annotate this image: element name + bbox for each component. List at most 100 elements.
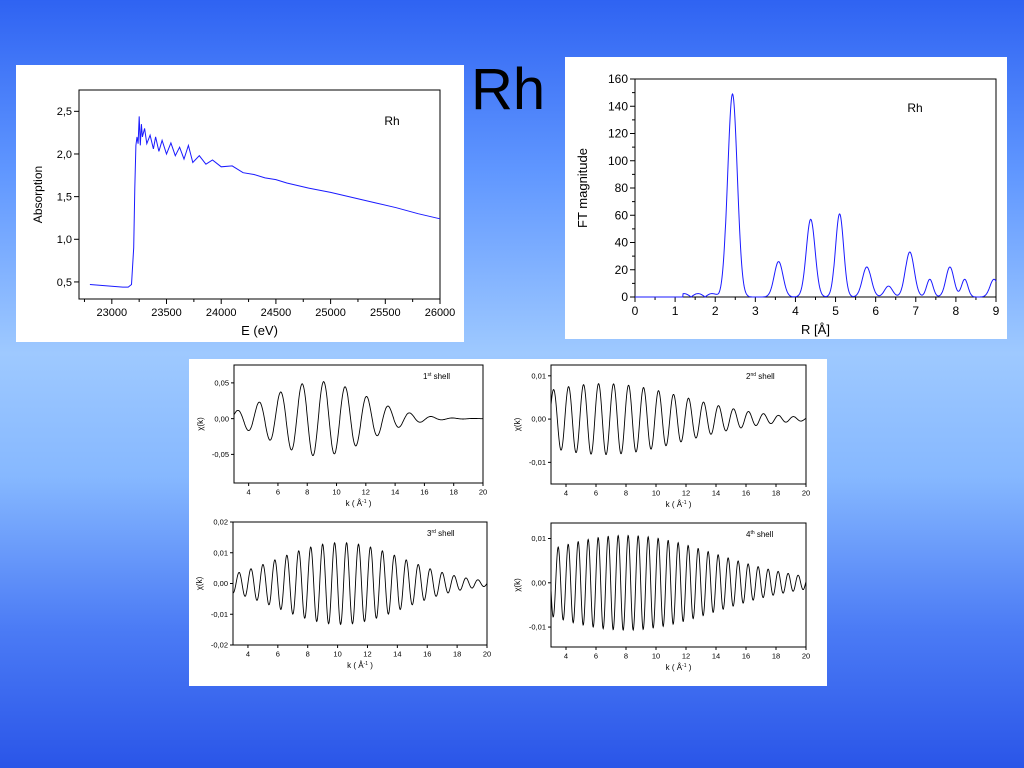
shell4-x-tick-label: 10 — [652, 652, 660, 661]
shell3-y-tick-label: 0,02 — [213, 518, 228, 527]
shell3-x-tick-label: 18 — [453, 650, 461, 659]
shell1-chi-line — [233, 381, 483, 456]
shell2-x-tick-label: 16 — [742, 489, 750, 498]
shell3-plot-frame — [232, 521, 488, 646]
xanes-x-axis-label: E (eV) — [241, 323, 278, 338]
shell3-x-tick-label: 16 — [423, 650, 431, 659]
shell1-y-tick-label: -0,05 — [212, 450, 229, 459]
shell2-y-tick-label: 0,01 — [531, 371, 546, 380]
shell-exafs-charts: 4 6 8 10 12 14 16 18 20 -0,05 0,00 0,05 1st shell k (… — [195, 364, 810, 672]
shell2-x-tick-label: 10 — [652, 489, 660, 498]
fourier-transform-chart: 0 1 2 3 4 5 6 7 8 9 0 20 40 60 80 100 120 140 160 R [Å] FT m… — [575, 72, 1000, 337]
shell1-x-tick-label: 16 — [420, 488, 428, 497]
ft-x-axis-label: R [Å] — [801, 322, 830, 337]
ft-y-tick-label: 80 — [615, 181, 629, 195]
shell4-y-tick-label: 0,01 — [531, 534, 546, 543]
shell3-x-tick-label: 20 — [483, 650, 491, 659]
ft-magnitude-line — [635, 92, 997, 298]
shell2-y-axis-label: χ(k) — [513, 417, 522, 431]
shell3-y-axis-label: χ(k) — [195, 576, 204, 590]
shell1-x-tick-label: 8 — [305, 488, 309, 497]
shell1-y-tick-label: 0,05 — [214, 379, 229, 388]
shell1-x-tick-label: 12 — [362, 488, 370, 497]
shell4-x-tick-label: 18 — [772, 652, 780, 661]
ft-x-tick-label: 0 — [632, 304, 639, 318]
shell4-x-tick-label: 6 — [594, 652, 598, 661]
ft-x-tick-label: 9 — [993, 304, 1000, 318]
shell2-x-tick-label: 12 — [682, 489, 690, 498]
shell1-x-tick-label: 4 — [247, 488, 251, 497]
shell3-x-tick-label: 14 — [393, 650, 401, 659]
shell4-label: 4th shell — [746, 530, 774, 539]
xanes-annotation: Rh — [384, 114, 399, 128]
shell1-x-tick-label: 6 — [276, 488, 280, 497]
shell2-plot-frame — [550, 364, 807, 485]
shell-exafs-charts-panel: 4 6 8 10 12 14 16 18 20 -0,05 0,00 0,05 1st shell k (… — [189, 359, 827, 686]
shell2-x-tick-label: 20 — [802, 489, 810, 498]
xanes-x-tick-label: 26000 — [425, 307, 456, 319]
ft-annotation: Rh — [907, 101, 922, 115]
shell3-y-tick-label: 0,01 — [213, 548, 228, 557]
ft-y-tick-label: 160 — [608, 72, 628, 86]
xanes-y-axis-label: Absorption — [31, 166, 45, 223]
xanes-x-tick-label: 23000 — [97, 307, 128, 319]
shell4-x-tick-label: 14 — [712, 652, 720, 661]
xanes-y-tick-label: 2,0 — [57, 149, 72, 161]
shell3-y-tick-label: -0,02 — [211, 641, 228, 650]
xanes-y-tick-label: 1,0 — [57, 234, 72, 246]
fourier-transform-chart-panel: 0 1 2 3 4 5 6 7 8 9 0 20 40 60 80 100 120 140 160 R [Å] FT m… — [565, 57, 1007, 339]
shell4-x-tick-label: 8 — [624, 652, 628, 661]
slide-title: Rh — [471, 57, 546, 122]
ft-y-tick-label: 0 — [621, 290, 628, 304]
shell2-x-tick-label: 6 — [594, 489, 598, 498]
shell1-x-tick-label: 18 — [450, 488, 458, 497]
shell3-label: 3rd shell — [427, 529, 455, 538]
xanes-x-tick-label: 25500 — [370, 307, 401, 319]
shell4-x-tick-label: 20 — [802, 652, 810, 661]
shell3-x-tick-label: 12 — [363, 650, 371, 659]
shell4-chi-line — [550, 534, 807, 632]
shell2-y-tick-label: 0,00 — [531, 415, 546, 424]
shell1-plot-frame — [233, 364, 484, 484]
shell3-x-tick-label: 4 — [246, 650, 250, 659]
ft-x-tick-label: 6 — [872, 304, 879, 318]
shell3-x-tick-label: 6 — [276, 650, 280, 659]
xanes-chart-panel: 23000 23500 24000 24500 25000 25500 26000 0,5 1,… — [16, 65, 464, 342]
ft-y-tick-label: 140 — [608, 99, 628, 113]
ft-x-tick-label: 2 — [712, 304, 719, 318]
shell3-x-tick-label: 10 — [333, 650, 341, 659]
shell3-x-tick-label: 8 — [306, 650, 310, 659]
shell2-x-tick-label: 18 — [772, 489, 780, 498]
shell4-y-tick-label: 0,00 — [531, 578, 546, 587]
shell4-x-tick-label: 16 — [742, 652, 750, 661]
ft-x-tick-label: 3 — [752, 304, 759, 318]
ft-x-tick-label: 7 — [912, 304, 919, 318]
ft-x-tick-label: 1 — [672, 304, 679, 318]
shell3-x-axis-label: k ( Å-1 ) — [347, 661, 373, 670]
xanes-y-tick-label: 2,5 — [57, 106, 72, 118]
shell4-x-tick-label: 12 — [682, 652, 690, 661]
shell3-y-tick-label: -0,01 — [211, 610, 228, 619]
ft-y-tick-label: 100 — [608, 154, 628, 168]
ft-x-tick-label: 5 — [832, 304, 839, 318]
xanes-y-tick-label: 1,5 — [57, 191, 72, 203]
xanes-y-tick-label: 0,5 — [57, 277, 72, 289]
shell1-label: 1st shell — [423, 372, 450, 381]
shell2-chi-line — [550, 383, 807, 455]
shell2-x-tick-label: 14 — [712, 489, 720, 498]
shell4-x-axis-label: k ( Å-1 ) — [666, 663, 692, 672]
xanes-plot-frame — [78, 89, 441, 300]
shell4-y-axis-label: χ(k) — [513, 578, 522, 592]
shell2-x-axis-label: k ( Å-1 ) — [666, 500, 692, 509]
ft-y-tick-label: 40 — [615, 236, 629, 250]
ft-plot-frame — [634, 78, 997, 298]
shell1-x-tick-label: 10 — [332, 488, 340, 497]
shell1-x-tick-label: 14 — [391, 488, 399, 497]
shell2-x-tick-label: 8 — [624, 489, 628, 498]
shell4-x-tick-label: 4 — [564, 652, 568, 661]
xanes-chart: 23000 23500 24000 24500 25000 25500 26000 0,5 1,… — [31, 89, 456, 338]
ft-y-tick-label: 60 — [615, 208, 629, 222]
shell4-plot-frame — [550, 522, 807, 648]
shell1-x-axis-label: k ( Å-1 ) — [346, 499, 372, 508]
shell2-label: 2nd shell — [746, 372, 775, 381]
